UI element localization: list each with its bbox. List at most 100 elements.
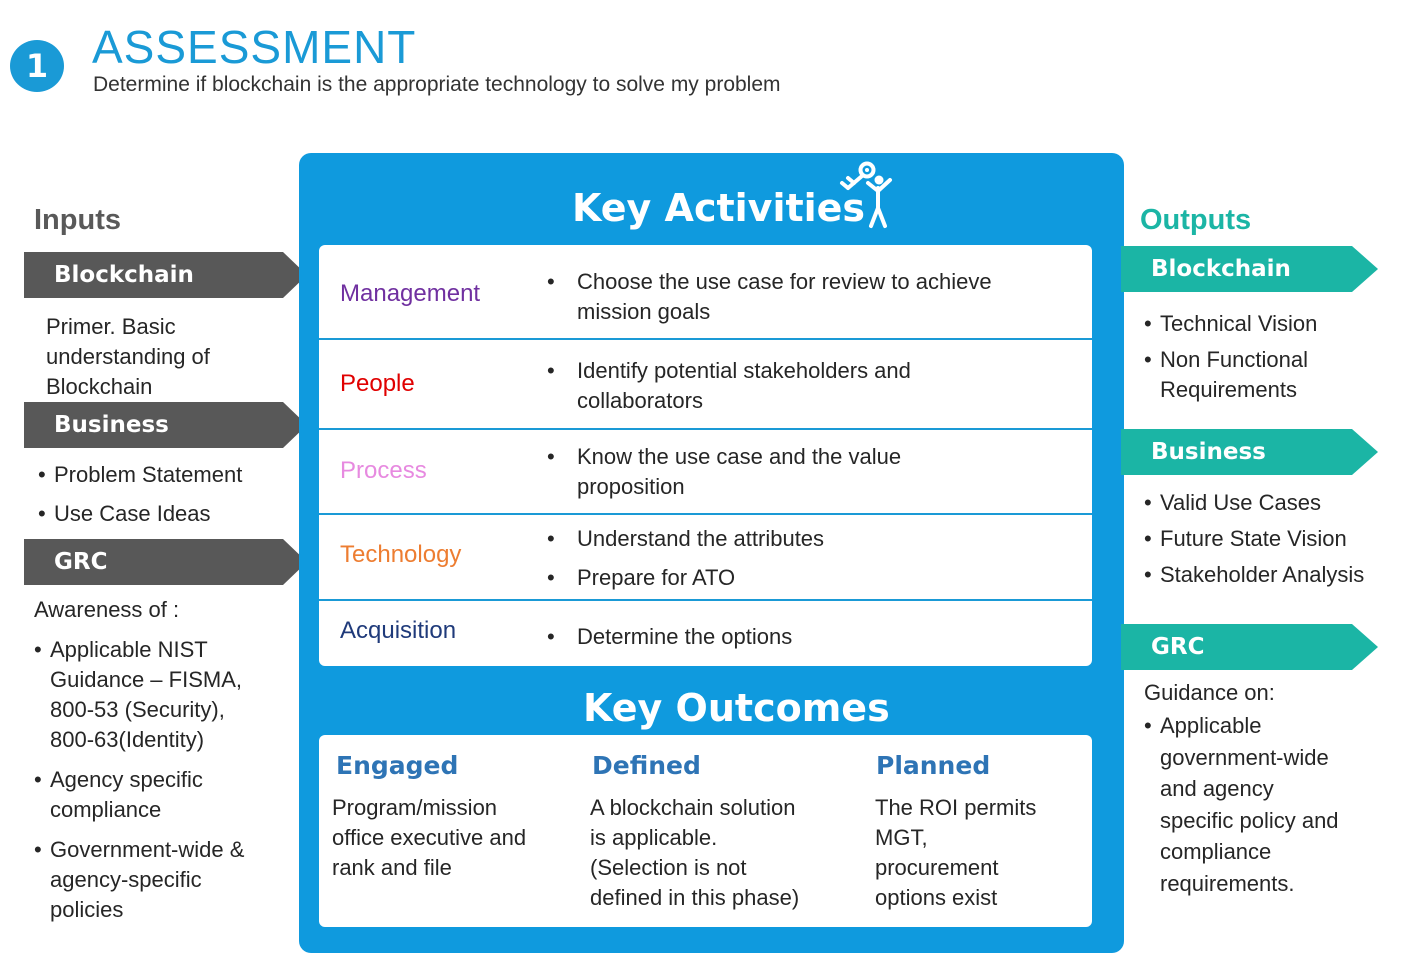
text-line: 800-63(Identity) [50,727,205,752]
text-line: policies [50,897,124,922]
text-line: The ROI permits [875,795,1037,820]
text-line: understanding of [46,344,210,369]
text-line: procurement [875,855,999,880]
person-raising-key-icon [840,161,892,228]
activity-item: Determine the options [547,622,792,652]
key-activities-title: Key Activities [572,186,866,230]
text-line: (Selection is not [590,855,747,880]
text-line: mission goals [577,299,711,324]
output-business-list: Valid Use Cases Future State Vision Stak… [1144,488,1364,590]
input-blockchain-label: Blockchain [54,262,194,288]
activity-item: Choose the use case for review to achiev… [547,267,992,327]
activity-row-technology: Technology Understand the attributes Pre… [319,513,1092,601]
text-line: Identify potential stakeholders and [577,358,911,383]
text-line: Blockchain [46,374,153,399]
outcome-text-defined: A blockchain solution is applicable. (Se… [590,793,799,913]
input-grc-arrow: GRC [24,539,307,585]
input-business-list: Problem Statement Use Case Ideas [38,460,242,529]
input-grc-list: Applicable NIST Guidance – FISMA, 800-53… [34,635,244,925]
output-grc-list: Applicable government-wide and agency sp… [1144,710,1339,900]
text-line: is applicable. [590,825,718,850]
text-line: proposition [577,474,685,499]
activity-item: Know the use case and the value proposit… [547,442,901,502]
text-line: options exist [875,885,998,910]
text-line: Requirements [1160,377,1297,402]
text-line: compliance [1160,839,1272,865]
list-item: Stakeholder Analysis [1144,560,1364,590]
activity-item: Identify potential stakeholders and coll… [547,356,911,416]
text-line: Agency specific [50,767,203,792]
text-line: and agency [1160,776,1274,802]
list-item: Use Case Ideas [38,499,242,529]
text-line: specific policy and [1160,807,1339,833]
list-item: Valid Use Cases [1144,488,1364,518]
outcome-heading-defined: Defined [592,751,701,780]
list-item: Technical Vision [1144,309,1317,339]
outputs-heading: Outputs [1140,204,1252,236]
list-item: Applicable government-wide and agency sp… [1144,710,1339,900]
text-line: A blockchain solution [590,795,796,820]
list-item: Problem Statement [38,460,242,490]
key-outcomes-box: Engaged Program/mission office executive… [319,735,1092,927]
text-line: rank and file [332,855,452,880]
text-line: Non Functional [1160,347,1308,372]
text-line: MGT, [875,825,928,850]
list-item: Future State Vision [1144,524,1364,554]
output-grc-label: GRC [1151,634,1205,660]
output-blockchain-label: Blockchain [1151,256,1291,282]
key-outcomes-title: Key Outcomes [583,686,890,730]
input-grc-intro: Awareness of : [34,597,180,622]
input-grc-label: GRC [54,549,108,575]
outcome-heading-engaged: Engaged [336,751,459,780]
text-line: Primer. Basic [46,314,176,339]
text-line: Government-wide & [50,837,245,862]
text-line: office executive and [332,825,527,850]
activity-row-people: People Identify potential stakeholders a… [319,338,1092,430]
text-line: Know the use case and the value [577,444,902,469]
activity-label: Management [340,280,481,307]
list-item: Government-wide & agency-specific polici… [34,835,244,925]
page-subtitle: Determine if blockchain is the appropria… [93,73,781,96]
outcome-text-engaged: Program/mission office executive and ran… [332,793,526,883]
text-line: Guidance – FISMA, [50,667,242,692]
outcome-heading-planned: Planned [876,751,991,780]
text-line: Program/mission [332,795,498,820]
list-item: Non Functional Requirements [1144,345,1317,405]
text-line: defined in this phase) [590,885,800,910]
text-line: Choose the use case for review to achiev… [577,269,992,294]
activity-row-management: Management Choose the use case for revie… [319,245,1092,338]
text-line: Applicable NIST [50,637,208,662]
inputs-heading: Inputs [34,204,121,236]
input-blockchain-text: Primer. Basic understanding of Blockchai… [46,312,210,402]
list-item: Agency specific compliance [34,765,244,825]
output-blockchain-list: Technical Vision Non Functional Requirem… [1144,309,1317,405]
text-line: agency-specific [50,867,202,892]
activity-row-process: Process Know the use case and the value … [319,428,1092,515]
step-number-badge: 1 [10,40,64,92]
text-line: 800-53 (Security), [50,697,225,722]
activity-item: Understand the attributes [547,524,824,554]
output-grc-intro: Guidance on: [1144,680,1275,705]
text-line: Applicable [1160,713,1262,738]
key-activities-table: Management Choose the use case for revie… [319,245,1092,666]
input-business-label: Business [54,412,169,438]
activity-label: People [340,370,415,397]
text-line: government-wide [1160,744,1329,770]
list-item: Applicable NIST Guidance – FISMA, 800-53… [34,635,244,755]
outcome-text-planned: The ROI permits MGT, procurement options… [875,793,1036,913]
input-blockchain-arrow: Blockchain [24,252,307,298]
activity-row-acquisition: Acquisition Determine the options [319,599,1092,666]
activity-label: Technology [340,541,462,568]
output-business-arrow: Business [1121,429,1378,475]
output-grc-arrow: GRC [1121,624,1378,670]
text-line: collaborators [577,388,703,413]
activity-item: Prepare for ATO [547,563,735,593]
text-line: compliance [50,797,162,822]
text-line: Technical Vision [1160,311,1318,336]
output-business-label: Business [1151,439,1266,465]
page-title: ASSESSMENT [92,21,417,73]
output-blockchain-arrow: Blockchain [1121,246,1378,292]
activity-label: Process [340,457,427,484]
activity-label: Acquisition [340,617,457,644]
input-business-arrow: Business [24,402,307,448]
